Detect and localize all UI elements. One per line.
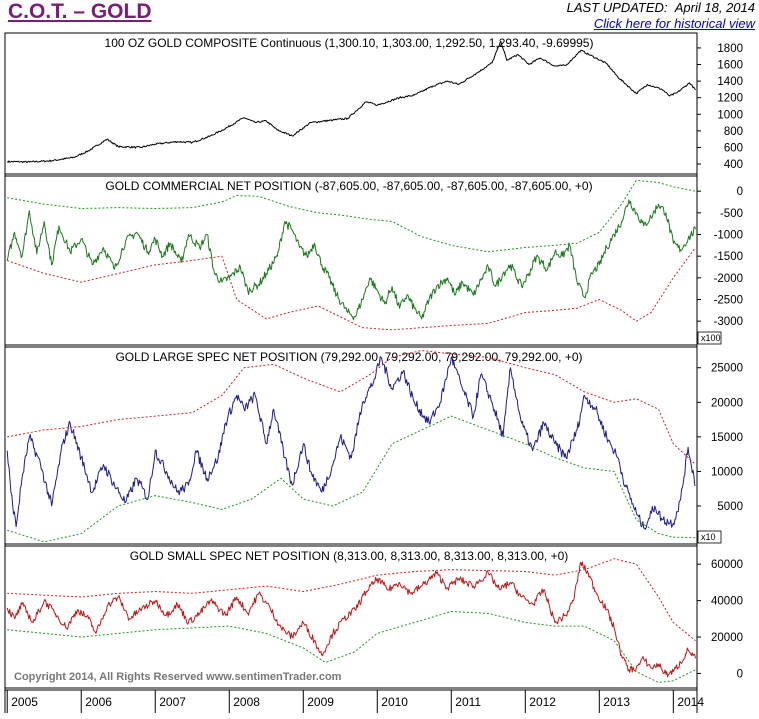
band-line-lower_band [7,415,696,543]
y-tick-label: 20000 [711,397,743,409]
y-tick-label: 0 [737,668,743,680]
x-year-label: 2005 [11,695,38,709]
x-year-label: 2008 [233,695,260,709]
page-title: C.O.T. – GOLD [8,0,152,23]
y-tick-label: 10000 [711,466,743,478]
panel-title: GOLD SMALL SPEC NET POSITION (8,313.00, … [130,549,569,563]
y-tick-label: -500 [720,208,743,220]
y-tick-label: 5000 [717,501,743,513]
x-year-label: 2006 [85,695,112,709]
y-tick-label: -1000 [714,230,743,242]
band-line-upper_band [7,558,696,642]
x-year-label: 2010 [381,695,408,709]
y-tick-label: 400 [724,159,743,171]
panel-frame [4,545,698,689]
y-tick-label: 25000 [711,363,743,375]
series-line-net [6,561,696,678]
x-year-label: 2013 [603,695,630,709]
panel-title: 100 OZ GOLD COMPOSITE Continuous (1,300.… [105,36,594,50]
y-tick-label: 1200 [717,93,743,105]
y-tick-label: 1400 [717,76,743,88]
x-year-label: 2012 [529,695,556,709]
y-tick-label: -1500 [714,251,743,263]
panel-title: GOLD COMMERCIAL NET POSITION (-87,605.00… [105,179,592,193]
series-line-net [6,199,696,321]
y-tick-label: -3000 [714,316,743,328]
panel-frame [4,175,698,346]
y-tick-label: 1000 [717,109,743,121]
y-tick-label: 0 [737,186,743,198]
y-tick-label: 1600 [717,60,743,72]
last-updated-label: LAST UPDATED: [566,0,668,15]
band-line-upper_band [7,350,696,465]
panel-plots: 100 OZ GOLD COMPOSITE Continuous (1,300.… [6,36,743,709]
x-year-label: 2009 [307,695,334,709]
series-line-net [6,356,696,530]
y-tick-label: -2000 [714,273,743,285]
last-updated: LAST UPDATED: April 18, 2014 [567,0,755,15]
band-line-upper_band [7,179,696,253]
scale-note: x100 [701,333,721,343]
panel-frame [4,32,698,175]
y-tick-label: 40000 [711,596,743,608]
x-year-label: 2014 [677,695,704,709]
y-tick-label: -2500 [714,295,743,307]
y-tick-label: 60000 [711,559,743,571]
y-tick-label: 600 [724,142,743,154]
series-line-price [6,40,696,164]
historical-view-link[interactable]: Click here for historical view [593,16,755,31]
x-year-label: 2007 [159,695,186,709]
scale-note-box [697,331,722,345]
panel-title: GOLD LARGE SPEC NET POSITION (79,292.00,… [115,350,582,364]
band-line-lower_band [7,247,696,331]
x-year-label: 2011 [455,695,481,709]
copyright-text: Copyright 2014, All Rights Reserved www.… [14,671,342,683]
y-tick-label: 1800 [717,43,743,55]
scale-note: x10 [701,532,716,542]
last-updated-date: April 18, 2014 [674,0,755,15]
panel-frames [4,32,722,713]
y-tick-label: 20000 [711,632,743,644]
y-tick-label: 800 [724,126,743,138]
scale-note-box [697,530,722,544]
y-tick-label: 15000 [711,432,743,444]
panel-frame [4,346,698,545]
